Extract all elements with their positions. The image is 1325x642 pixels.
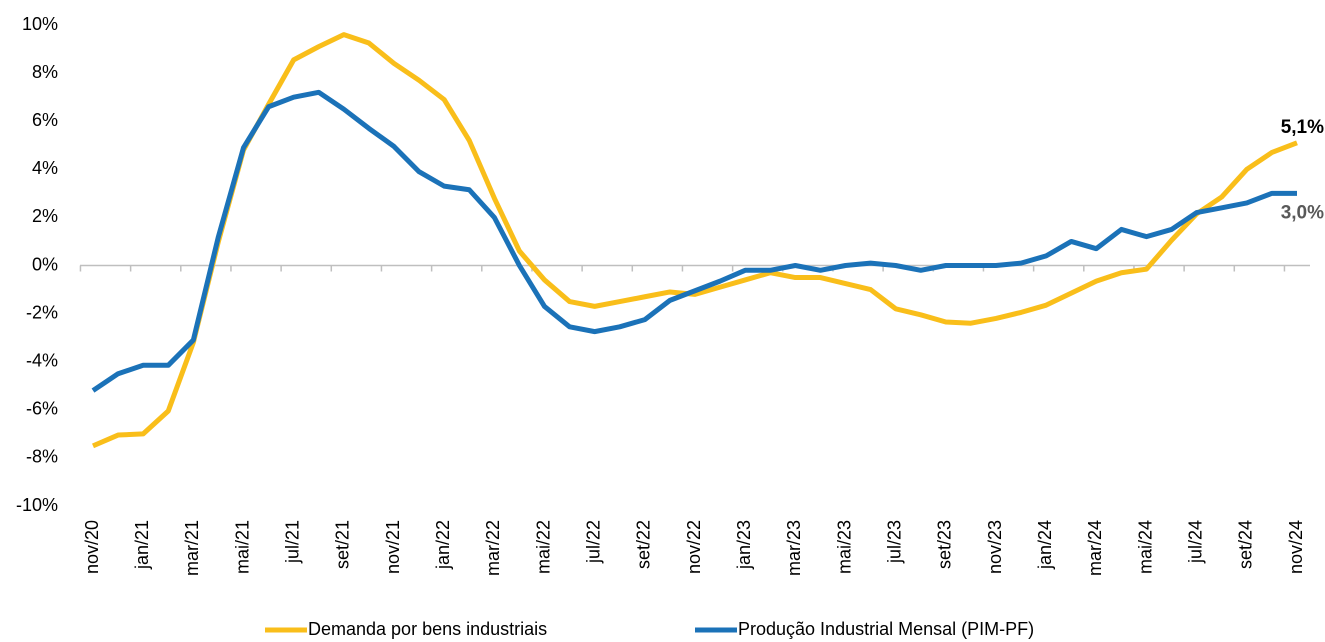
series-line xyxy=(92,32,1298,449)
x-tick-label: mai/21 xyxy=(232,520,252,574)
series-line xyxy=(91,89,1297,393)
legend-label: Demanda por bens industriais xyxy=(308,619,547,639)
x-tick-label: jul/24 xyxy=(1185,520,1205,564)
x-tick-label: mar/21 xyxy=(182,520,202,576)
x-tick-label: jul/23 xyxy=(884,520,904,564)
x-tick-label: set/21 xyxy=(333,520,353,569)
x-tick-label: nov/23 xyxy=(985,520,1005,574)
x-tick-label: mar/22 xyxy=(483,520,503,576)
y-tick-label: 10% xyxy=(22,14,58,34)
y-tick-label: 4% xyxy=(32,158,58,178)
x-tick-label: set/23 xyxy=(935,520,955,569)
x-tick-label: jan/21 xyxy=(132,520,152,570)
x-tick-label: nov/22 xyxy=(684,520,704,574)
data-label: 3,0% xyxy=(1281,202,1324,223)
x-tick-label: nov/20 xyxy=(82,520,102,574)
x-tick-label: mar/24 xyxy=(1085,520,1105,576)
y-tick-label: 6% xyxy=(32,110,58,130)
data-label: 5,1% xyxy=(1281,117,1324,138)
x-tick-label: jan/24 xyxy=(1035,520,1055,570)
x-tick-label: jan/23 xyxy=(734,520,754,570)
x-tick-label: set/22 xyxy=(634,520,654,569)
y-tick-label: 2% xyxy=(32,206,58,226)
x-tick-label: set/24 xyxy=(1236,520,1256,569)
x-tick-label: mai/23 xyxy=(834,520,854,574)
y-tick-label: -10% xyxy=(16,495,58,515)
x-tick-label: mai/24 xyxy=(1135,520,1155,574)
x-tick-label: mai/22 xyxy=(533,520,553,574)
x-tick-label: jul/21 xyxy=(282,520,302,564)
y-tick-label: -4% xyxy=(26,350,58,370)
y-tick-label: -2% xyxy=(26,302,58,322)
x-tick-label: nov/21 xyxy=(383,520,403,574)
legend-label: Produção Industrial Mensal (PIM-PF) xyxy=(738,619,1034,639)
y-tick-label: -6% xyxy=(26,399,58,419)
x-tick-label: jul/22 xyxy=(583,520,603,564)
y-tick-label: 0% xyxy=(32,254,58,274)
x-tick-label: jan/22 xyxy=(433,520,453,570)
x-tick-label: nov/24 xyxy=(1286,520,1306,574)
x-tick-label: mar/23 xyxy=(784,520,804,576)
y-tick-label: -8% xyxy=(26,447,58,467)
y-tick-label: 8% xyxy=(32,62,58,82)
